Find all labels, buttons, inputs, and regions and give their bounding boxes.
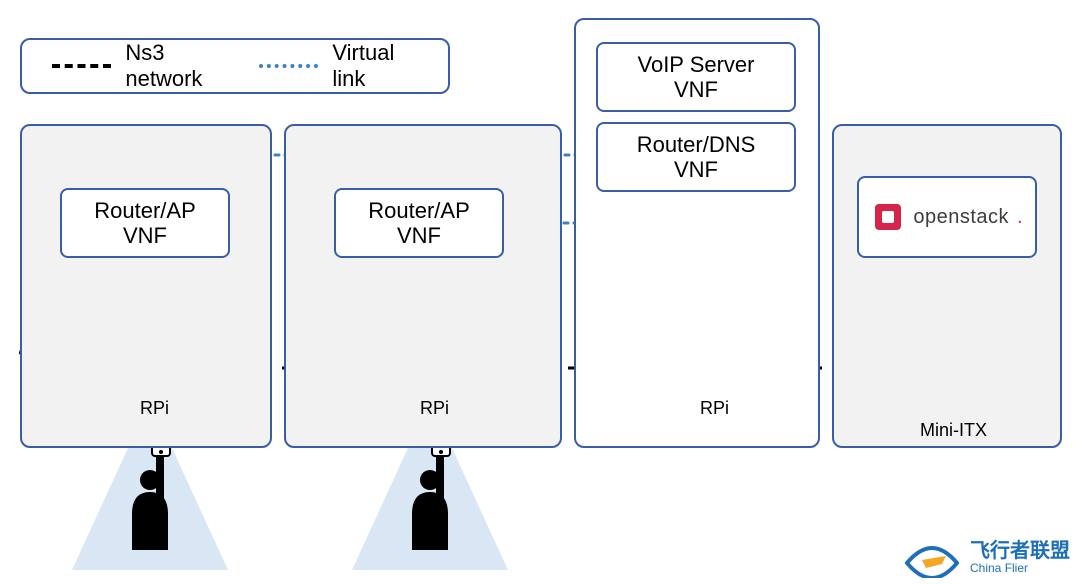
watermark-title: 飞行者联盟 — [970, 541, 1070, 561]
legend-item: Ns3 network — [52, 40, 229, 92]
openstack-dot: . — [1017, 206, 1023, 229]
vnf-box-b1: Router/APVNF — [60, 188, 230, 258]
openstack-icon — [871, 200, 905, 234]
watermark-subtitle: China Flier — [970, 561, 1070, 575]
vnf-box-line: VoIP Server — [638, 52, 755, 77]
legend: Ns3 network Virtual link — [20, 38, 450, 94]
rpi-label: RPi — [140, 398, 169, 419]
legend-item: Virtual link — [259, 40, 418, 92]
watermark-icon — [902, 538, 962, 578]
vnf-box-bdns: Router/DNSVNF — [596, 122, 796, 192]
legend-swatch — [259, 64, 318, 68]
watermark: 飞行者联盟China Flier — [902, 538, 1070, 578]
vnf-box-bopen: openstack. — [857, 176, 1037, 258]
vnf-box-line: Router/DNS — [637, 132, 756, 157]
openstack-text: openstack — [913, 206, 1009, 229]
vnf-box-line: VNF — [674, 77, 718, 102]
legend-swatch — [52, 64, 111, 68]
watermark-text-col: 飞行者联盟China Flier — [970, 541, 1070, 575]
vnf-box-line: Router/AP — [94, 198, 196, 223]
vnf-box-b2: Router/APVNF — [334, 188, 504, 258]
panel-p4 — [832, 124, 1062, 448]
vnf-box-line: VNF — [123, 223, 167, 248]
vnf-box-line: VNF — [674, 157, 718, 182]
rpi-label: RPi — [700, 398, 729, 419]
vnf-box-line: Router/AP — [368, 198, 470, 223]
legend-text: Ns3 network — [125, 40, 229, 92]
server-label: Mini-ITX — [920, 420, 987, 441]
legend-text: Virtual link — [332, 40, 418, 92]
rpi-label: RPi — [420, 398, 449, 419]
vnf-box-bvoip: VoIP ServerVNF — [596, 42, 796, 112]
openstack-logo: openstack. — [871, 200, 1022, 234]
vnf-box-line: VNF — [397, 223, 441, 248]
